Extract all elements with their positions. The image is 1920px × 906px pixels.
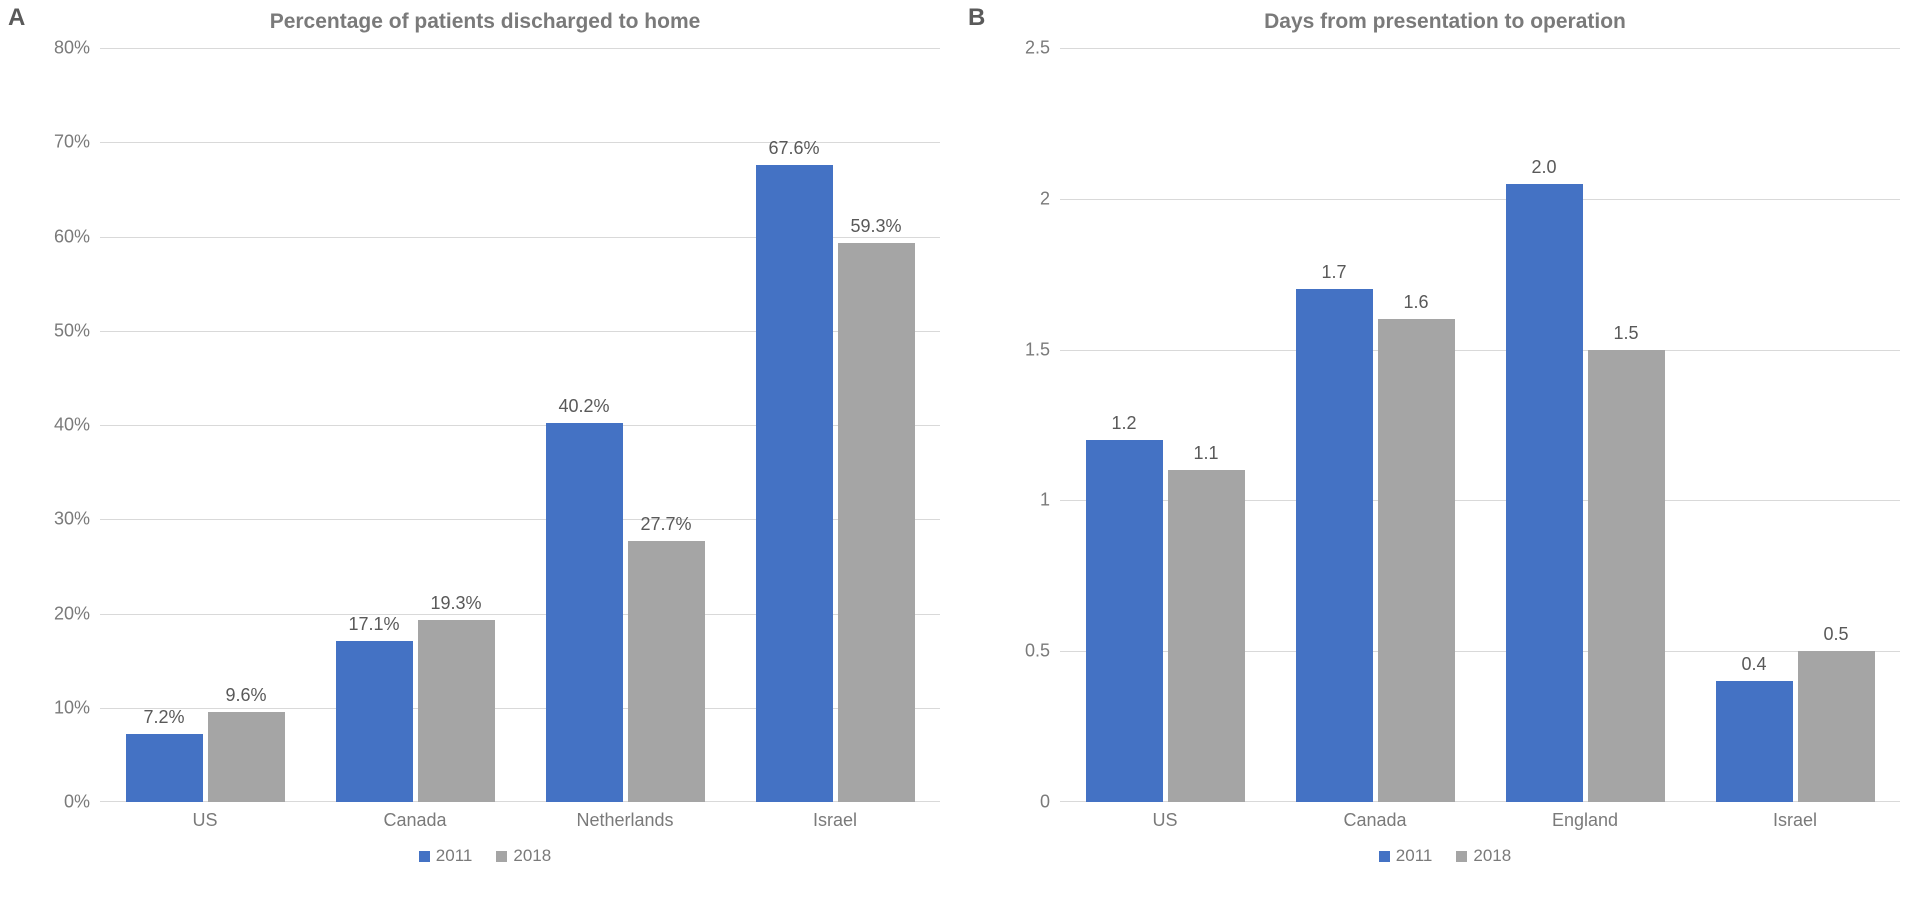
bar-value-label: 59.3%: [850, 216, 901, 243]
panel-b: B Days from presentation to operation 0 0…: [960, 0, 1920, 906]
bar: 0.4: [1716, 681, 1793, 802]
legend-item: 2011: [1379, 846, 1433, 866]
y-tick-label: 0%: [64, 792, 100, 813]
y-tick-label: 2: [1040, 188, 1060, 209]
x-tick-label: Israel: [813, 802, 857, 831]
x-tick-label: Netherlands: [576, 802, 673, 831]
legend-label: 2018: [513, 846, 551, 866]
bar: 40.2%: [546, 423, 623, 802]
bar: 1.2: [1086, 440, 1163, 802]
bar-value-label: 1.7: [1321, 262, 1346, 289]
legend-item: 2011: [419, 846, 473, 866]
x-tick-label: US: [192, 802, 217, 831]
bar-value-label: 1.6: [1403, 292, 1428, 319]
bar: 67.6%: [756, 165, 833, 802]
bar: 1.7: [1296, 289, 1373, 802]
y-tick-label: 80%: [54, 38, 100, 59]
bar: 7.2%: [126, 734, 203, 802]
bar-value-label: 1.5: [1613, 323, 1638, 350]
bar: 2.0: [1506, 184, 1583, 802]
bar-value-label: 67.6%: [768, 138, 819, 165]
bar-group: England2.01.5: [1480, 48, 1690, 802]
panel-a: A Percentage of patients discharged to h…: [0, 0, 960, 906]
y-tick-label: 40%: [54, 415, 100, 436]
chart-a-title: Percentage of patients discharged to hom…: [30, 10, 940, 34]
bar-value-label: 1.1: [1193, 443, 1218, 470]
bar: 1.5: [1588, 350, 1665, 802]
bar-value-label: 0.4: [1741, 654, 1766, 681]
y-tick-label: 1: [1040, 490, 1060, 511]
bar-value-label: 40.2%: [558, 396, 609, 423]
legend-label: 2018: [1473, 846, 1511, 866]
y-tick-label: 0.5: [1025, 641, 1060, 662]
chart-a-plot: 0%10%20%30%40%50%60%70%80%US7.2%9.6%Cana…: [100, 48, 940, 802]
bar-group: Canada1.71.6: [1270, 48, 1480, 802]
legend-label: 2011: [1396, 846, 1433, 866]
bar-group: Canada17.1%19.3%: [310, 48, 520, 802]
bar-group: Israel0.40.5: [1690, 48, 1900, 802]
bar-group: US1.21.1: [1060, 48, 1270, 802]
bar-value-label: 7.2%: [143, 707, 184, 734]
y-tick-label: 1.5: [1025, 339, 1060, 360]
legend-swatch: [1456, 851, 1467, 862]
bar-value-label: 27.7%: [640, 514, 691, 541]
y-tick-label: 70%: [54, 132, 100, 153]
x-tick-label: Israel: [1773, 802, 1817, 831]
legend-swatch: [419, 851, 430, 862]
y-tick-label: 20%: [54, 603, 100, 624]
bar-value-label: 9.6%: [225, 685, 266, 712]
bar-group: Netherlands40.2%27.7%: [520, 48, 730, 802]
panel-b-label: B: [968, 4, 985, 32]
panel-a-label: A: [8, 4, 25, 32]
chart-b-plot: 00.511.522.5US1.21.1Canada1.71.6England2…: [1060, 48, 1900, 802]
y-tick-label: 10%: [54, 697, 100, 718]
bar-group: Israel67.6%59.3%: [730, 48, 940, 802]
bar: 59.3%: [838, 243, 915, 802]
bar: 17.1%: [336, 641, 413, 802]
y-tick-label: 2.5: [1025, 38, 1060, 59]
bar-value-label: 2.0: [1531, 157, 1556, 184]
legend-label: 2011: [436, 846, 473, 866]
legend-item: 2018: [496, 846, 551, 866]
bar-value-label: 19.3%: [430, 593, 481, 620]
y-tick-label: 60%: [54, 226, 100, 247]
x-tick-label: US: [1152, 802, 1177, 831]
bar: 19.3%: [418, 620, 495, 802]
bar-group: US7.2%9.6%: [100, 48, 310, 802]
bar: 9.6%: [208, 712, 285, 802]
y-tick-label: 0: [1040, 792, 1060, 813]
y-tick-label: 30%: [54, 509, 100, 530]
chart-b-legend: 2011 2018: [990, 846, 1900, 866]
chart-b-title: Days from presentation to operation: [990, 10, 1900, 34]
x-tick-label: Canada: [1343, 802, 1406, 831]
bar-value-label: 1.2: [1111, 413, 1136, 440]
x-tick-label: Canada: [383, 802, 446, 831]
bar: 1.1: [1168, 470, 1245, 802]
y-tick-label: 50%: [54, 320, 100, 341]
legend-swatch: [496, 851, 507, 862]
chart-a-legend: 2011 2018: [30, 846, 940, 866]
bar-value-label: 0.5: [1823, 624, 1848, 651]
x-tick-label: England: [1552, 802, 1618, 831]
bar-value-label: 17.1%: [348, 614, 399, 641]
bar: 1.6: [1378, 319, 1455, 802]
bar: 27.7%: [628, 541, 705, 802]
legend-swatch: [1379, 851, 1390, 862]
bar: 0.5: [1798, 651, 1875, 802]
legend-item: 2018: [1456, 846, 1511, 866]
